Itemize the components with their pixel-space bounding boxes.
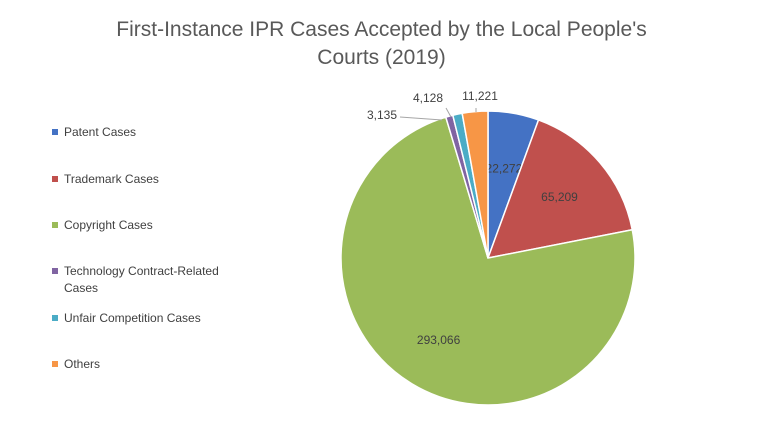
legend-swatch-unfair-competition [52,315,58,321]
data-label-copyright-cases: 293,066 [417,333,461,347]
pie-slice-copyright-cases [340,116,636,406]
legend-label-copyright: Copyright Cases [64,218,153,232]
data-label-trademark-cases: 65,209 [541,190,578,204]
leader-line-technology-contract-related-cases [399,116,443,121]
legend-item-others: Others [52,356,239,373]
data-label-unfair-competition-cases: 4,128 [413,91,443,105]
legend-label-others: Others [64,357,101,371]
legend-item-unfair-competition: Unfair Competition Cases [52,310,239,327]
data-label-technology-contract-related-cases: 3,135 [367,108,397,122]
chart-title: First-Instance IPR Cases Accepted by the… [0,16,763,72]
legend-swatch-others [52,361,58,367]
legend-item-technology-contract: Technology Contract-Related Cases [52,263,239,297]
legend-label-unfair-competition: Unfair Competition Cases [64,311,201,325]
legend-swatch-patent [52,129,58,135]
legend-label-technology-contract: Technology Contract-Related Cases [64,264,219,295]
pie-slice-others [461,110,489,259]
legend-label-patent: Patent Cases [64,125,137,139]
legend-item-trademark: Trademark Cases [52,171,239,188]
pie-slice-trademark-cases [486,118,634,259]
legend-swatch-trademark [52,176,58,182]
legend-item-copyright: Copyright Cases [52,217,239,234]
chart-title-line-2: Courts (2019) [317,46,446,69]
legend-swatch-technology-contract [52,268,58,274]
data-label-patent-cases: 22,272 [486,161,523,175]
legend-swatch-copyright [52,222,58,228]
data-label-others: 11,221 [462,89,498,103]
chart-title-line-1: First-Instance IPR Cases Accepted by the… [116,18,647,41]
legend-item-patent: Patent Cases [52,124,239,141]
legend-label-trademark: Trademark Cases [64,172,159,186]
leader-line-unfair-competition-cases [445,107,452,118]
